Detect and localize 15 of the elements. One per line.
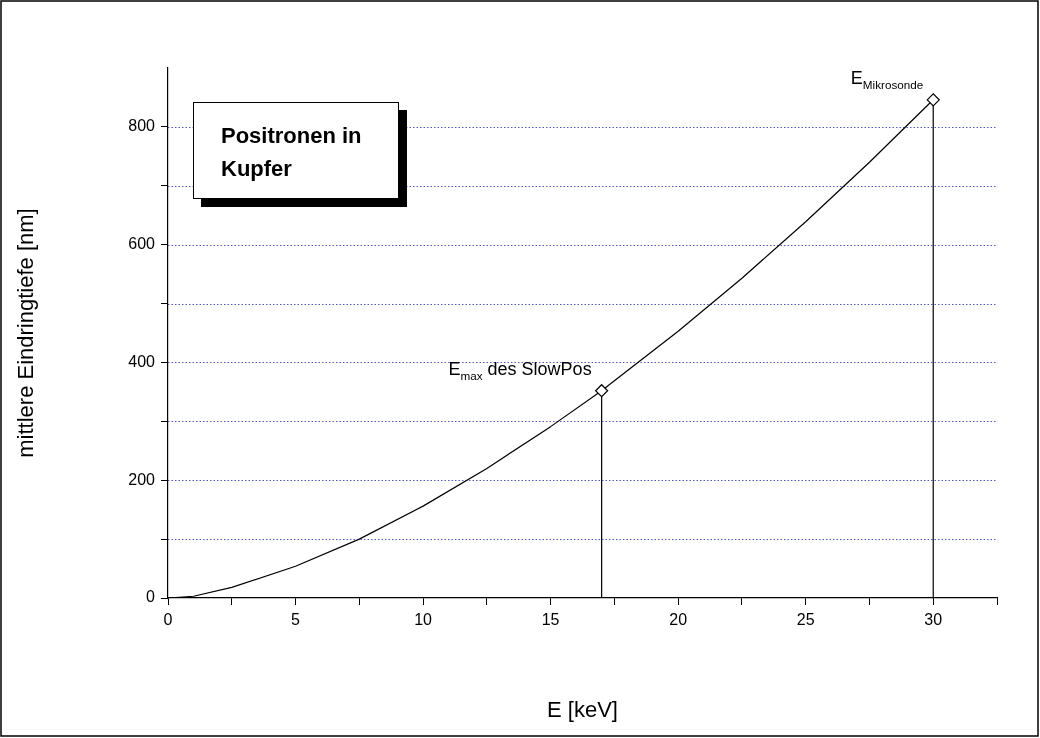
x-tick-label: 0: [163, 611, 173, 629]
x-tick-label: 25: [796, 611, 815, 629]
x-axis-title: E [keV]: [547, 696, 618, 722]
y-tick-label: 400: [128, 352, 156, 370]
x-tick-label: 20: [669, 611, 688, 629]
text: Positronen in Kupfer: [193, 102, 399, 199]
x-tick-label: 10: [414, 611, 433, 629]
x-tick-label: 15: [541, 611, 560, 629]
y-tick-label: 600: [128, 235, 156, 253]
y-tick-label: 0: [146, 588, 156, 606]
x-tick-label: 30: [924, 611, 943, 629]
y-tick-label: 800: [128, 117, 156, 135]
y-tick-label: 200: [128, 470, 156, 488]
x-tick-label: 5: [291, 611, 301, 629]
y-axis-title: mittlere Eindringtiefe [nm]: [13, 208, 39, 458]
